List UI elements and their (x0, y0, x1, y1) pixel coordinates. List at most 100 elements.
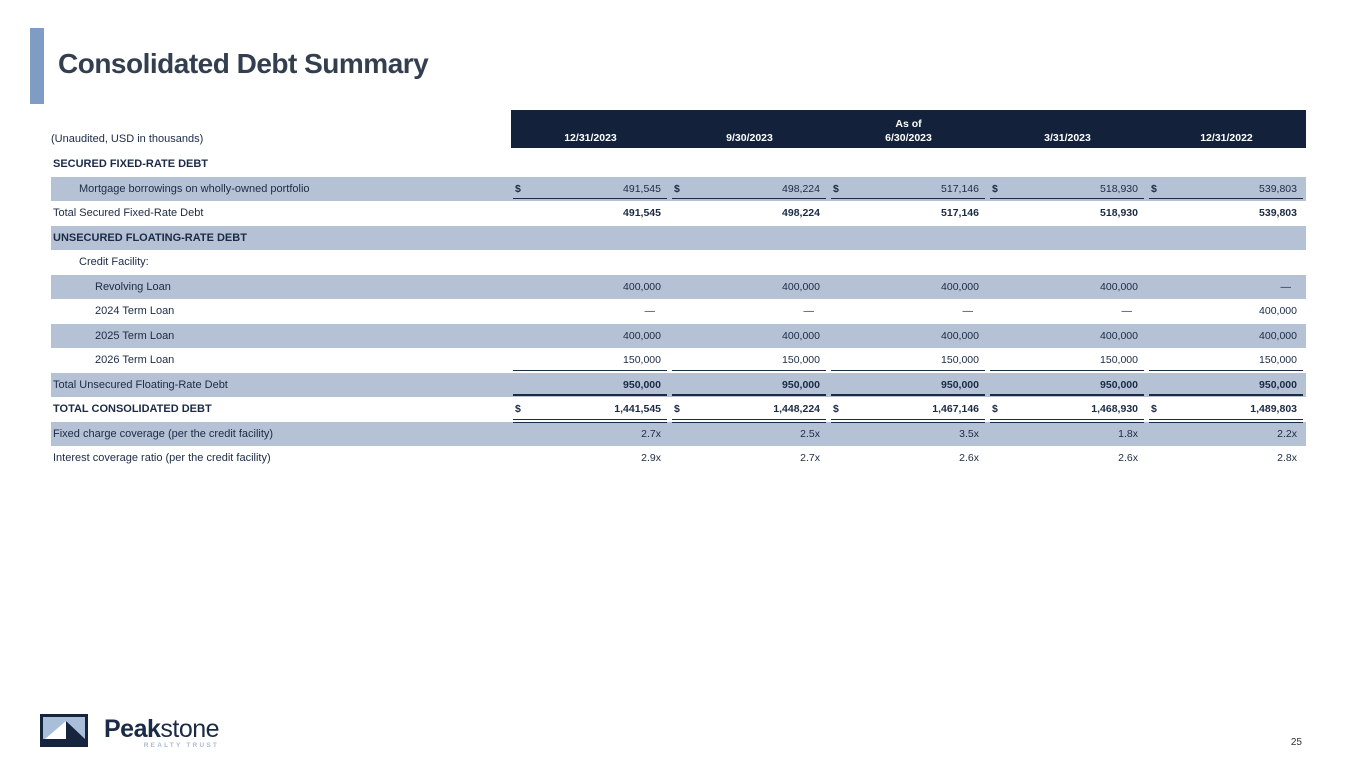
cell-value: 1,448,224 (773, 403, 820, 416)
cell-underline (513, 369, 667, 371)
debt-summary-table: (Unaudited, USD in thousands) As of 12/3… (51, 110, 1306, 471)
brand-name: Peakstone (104, 715, 220, 743)
cell: 400,000 (1147, 299, 1306, 324)
cell-value: 400,000 (623, 280, 661, 293)
table-row: TOTAL CONSOLIDATED DEBT $1,441,545 $1,448,… (51, 397, 1306, 423)
cell: $498,224 (670, 177, 829, 202)
cell-value: 3.5x (959, 427, 979, 440)
cell (670, 152, 829, 177)
cell-value: 518,930 (1100, 182, 1138, 195)
cell: — (829, 299, 988, 324)
cell (511, 250, 670, 275)
cell-value: 2.7x (641, 427, 661, 440)
table-header: (Unaudited, USD in thousands) As of 12/3… (51, 110, 1306, 148)
cell: 400,000 (988, 324, 1147, 349)
cell-value: 2.9x (641, 452, 661, 465)
cell-value: 1.8x (1118, 427, 1138, 440)
cell-value: 491,545 (623, 182, 661, 195)
cell-value: 950,000 (623, 378, 661, 391)
cell (511, 226, 670, 251)
table-body: SECURED FIXED-RATE DEBT Mortgage borrowin… (51, 152, 1306, 471)
cell-value: 517,146 (941, 207, 979, 220)
dollar-sign: $ (992, 182, 998, 195)
cell-underline (672, 369, 826, 371)
cell-value: 2.6x (959, 452, 979, 465)
cell-value: 2.6x (1118, 452, 1138, 465)
table-row: Total Secured Fixed-Rate Debt 491,545 498,… (51, 201, 1306, 226)
cell-value: 1,489,803 (1250, 403, 1297, 416)
cell-underline (1149, 394, 1303, 396)
cell-value: 950,000 (782, 378, 820, 391)
table-row: 2025 Term Loan 400,000 400,000 400,000 400,0… (51, 323, 1306, 349)
cell-underline (1149, 369, 1303, 371)
column-header: 9/30/2023 (726, 132, 773, 144)
brand-text: Peakstone REALTY TRUST (104, 715, 220, 749)
cell: 2.9x (511, 446, 670, 471)
cell-underline (831, 369, 985, 371)
cell: 400,000 (988, 275, 1147, 300)
cell: $1,467,146 (829, 397, 988, 423)
row-label: Revolving Loan (95, 280, 171, 293)
cell-value: 517,146 (941, 182, 979, 195)
cell-value: — (1121, 305, 1133, 318)
cell-value: 1,467,146 (932, 403, 979, 416)
row-label: Total Secured Fixed-Rate Debt (53, 207, 204, 220)
cell: $1,441,545 (511, 397, 670, 423)
cell-value: 2.8x (1277, 452, 1297, 465)
cell-value: 150,000 (623, 354, 661, 367)
row-label: Mortgage borrowings on wholly-owned port… (79, 182, 310, 195)
cell: 498,224 (670, 201, 829, 226)
date-columns: 12/31/2023 9/30/2023 6/30/2023 3/31/2023 12/… (511, 131, 1306, 145)
cell-value: 950,000 (941, 378, 979, 391)
cell: — (988, 299, 1147, 324)
cell-underline (1149, 418, 1303, 423)
title-accent-bar (30, 28, 44, 104)
table-row: 2026 Term Loan 150,000 150,000 150,000 150,0… (51, 348, 1306, 373)
brand-name-bold: Peak (104, 715, 161, 743)
cell-value: 150,000 (941, 354, 979, 367)
cell-value: 400,000 (782, 329, 820, 342)
brand-tagline: REALTY TRUST (143, 742, 220, 749)
cell-value: 498,224 (782, 207, 820, 220)
cell: 400,000 (511, 275, 670, 300)
cell: 1.8x (988, 422, 1147, 447)
cell-value: 400,000 (1259, 305, 1297, 318)
cell: $1,489,803 (1147, 397, 1306, 423)
column-header: 12/31/2022 (1200, 132, 1253, 144)
cell-value: — (644, 305, 656, 318)
column-header: 12/31/2023 (564, 132, 617, 144)
table-header-band: As of 12/31/2023 9/30/2023 6/30/2023 3/31/2… (511, 110, 1306, 148)
cell: 2.6x (829, 446, 988, 471)
cell: 2.7x (511, 422, 670, 447)
cell: 150,000 (670, 348, 829, 373)
cell (1147, 226, 1306, 251)
brand-name-light: stone (160, 715, 220, 743)
cell: — (670, 299, 829, 324)
cell-underline (990, 198, 1144, 199)
dollar-sign: $ (1151, 182, 1157, 195)
logo-mark-icon (40, 714, 88, 747)
table-row: Revolving Loan 400,000 400,000 400,000 400,0… (51, 274, 1306, 300)
cell: 950,000 (988, 373, 1147, 398)
row-label: TOTAL CONSOLIDATED DEBT (53, 403, 212, 416)
cell: 950,000 (829, 373, 988, 398)
cell-value: 498,224 (782, 182, 820, 195)
cell: $517,146 (829, 177, 988, 202)
cell (670, 226, 829, 251)
table-row: Credit Facility: (51, 250, 1306, 275)
cell: 2.8x (1147, 446, 1306, 471)
cell (670, 250, 829, 275)
cell: $1,448,224 (670, 397, 829, 423)
dollar-sign: $ (992, 403, 998, 416)
cell-underline (513, 418, 667, 423)
cell (988, 226, 1147, 251)
cell (988, 152, 1147, 177)
cell-value: — (1280, 280, 1292, 293)
cell: 150,000 (511, 348, 670, 373)
cell (1147, 250, 1306, 275)
dollar-sign: $ (674, 403, 680, 416)
cell-underline (513, 394, 667, 396)
cell-value: 2.2x (1277, 427, 1297, 440)
cell-underline (1149, 198, 1303, 199)
cell: 150,000 (1147, 348, 1306, 373)
